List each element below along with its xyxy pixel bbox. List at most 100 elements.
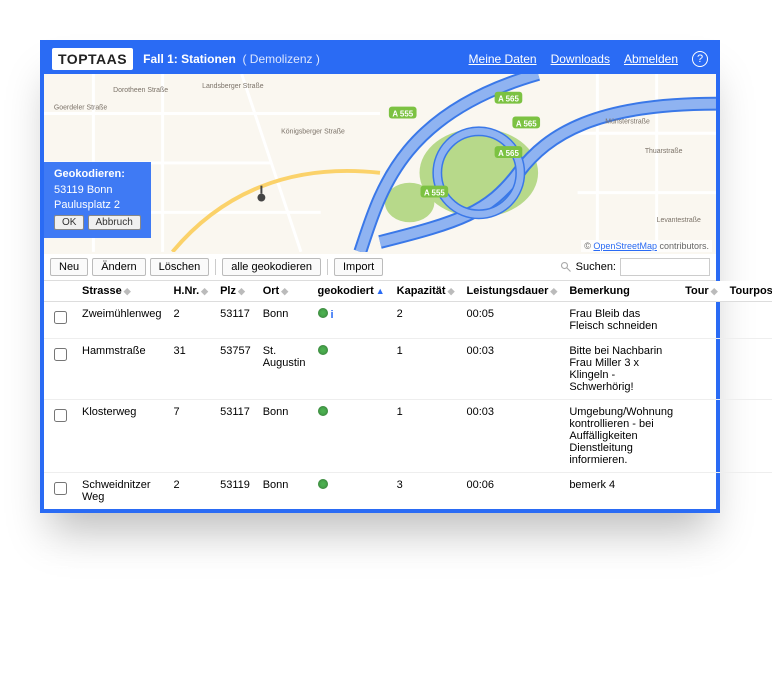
search-input[interactable] <box>620 258 710 276</box>
cell-tour <box>679 473 724 510</box>
map-attribution: © OpenStreetMap contributors. <box>581 240 712 252</box>
cell-tour <box>679 400 724 473</box>
cell-dauer: 00:03 <box>460 339 563 400</box>
col-hnr[interactable]: H.Nr.◆ <box>167 281 214 302</box>
col-bem[interactable]: Bemerkung <box>563 281 679 302</box>
cell-bem: Frau Bleib das Fleisch schneiden <box>563 302 679 339</box>
svg-text:Dorotheen Straße: Dorotheen Straße <box>113 87 168 94</box>
search-icon <box>560 261 572 273</box>
cell-strasse: Zweimühlenweg <box>76 302 167 339</box>
cell-strasse: Klosterweg <box>76 400 167 473</box>
col-tour[interactable]: Tour◆ <box>679 281 724 302</box>
row-checkbox[interactable] <box>54 409 67 422</box>
cell-plz: 53117 <box>214 400 257 473</box>
svg-text:A 555: A 555 <box>392 109 413 118</box>
cell-dauer: 00:03 <box>460 400 563 473</box>
cell-ort: St. Augustin <box>257 339 312 400</box>
geocode-ok-button[interactable]: OK <box>54 215 84 230</box>
import-button[interactable]: Import <box>334 258 383 276</box>
geocode-cancel-button[interactable]: Abbruch <box>88 215 141 230</box>
new-button[interactable]: Neu <box>50 258 88 276</box>
help-icon[interactable]: ? <box>692 51 708 67</box>
cell-bem: Bitte bei Nachbarin Frau Miller 3 x Klin… <box>563 339 679 400</box>
search-label: Suchen: <box>576 261 616 273</box>
geocode-all-button[interactable]: alle geokodieren <box>222 258 321 276</box>
cell-kap: 3 <box>391 473 461 510</box>
cell-hnr: 31 <box>167 339 214 400</box>
cell-kap: 1 <box>391 339 461 400</box>
page-title: Fall 1: Stationen ( Demolizenz ) <box>143 52 320 66</box>
svg-text:Levantestraße: Levantestraße <box>657 217 701 224</box>
edit-button[interactable]: Ändern <box>92 258 145 276</box>
geocode-panel: Geokodieren: 53119 Bonn Paulusplatz 2 OK… <box>44 162 151 238</box>
svg-text:Goerdeler Straße: Goerdeler Straße <box>54 105 108 112</box>
cell-ort: Bonn <box>257 302 312 339</box>
status-dot-icon <box>318 406 328 416</box>
cell-kap: 2 <box>391 302 461 339</box>
geocode-line2: Paulusplatz 2 <box>54 199 141 211</box>
status-dot-icon <box>318 308 328 318</box>
cell-tour <box>679 339 724 400</box>
cell-tourpos <box>724 400 772 473</box>
col-plz[interactable]: Plz◆ <box>214 281 257 302</box>
link-downloads[interactable]: Downloads <box>551 52 610 66</box>
cell-dauer: 00:05 <box>460 302 563 339</box>
geocode-line1: 53119 Bonn <box>54 184 141 196</box>
stations-table: Strasse◆ H.Nr.◆ Plz◆ Ort◆ geokodiert▲ Ka… <box>44 281 772 509</box>
col-dauer[interactable]: Leistungsdauer◆ <box>460 281 563 302</box>
col-ort[interactable]: Ort◆ <box>257 281 312 302</box>
svg-text:A 565: A 565 <box>498 149 519 158</box>
cell-tourpos <box>724 339 772 400</box>
header-bar: TOPTAAS Fall 1: Stationen ( Demolizenz )… <box>44 44 716 74</box>
info-icon: i <box>331 309 334 321</box>
table-row[interactable]: Schweidnitzer Weg253119Bonn300:06bemerk … <box>44 473 772 510</box>
col-geo[interactable]: geokodiert▲ <box>312 281 391 302</box>
table-row[interactable]: Klosterweg753117Bonn 100:03Umgebung/Wohnu… <box>44 400 772 473</box>
link-abmelden[interactable]: Abmelden <box>624 52 678 66</box>
cell-dauer: 00:06 <box>460 473 563 510</box>
cell-bem: Umgebung/Wohnung kontrollieren - bei Auf… <box>563 400 679 473</box>
cell-hnr: 7 <box>167 400 214 473</box>
row-checkbox[interactable] <box>54 482 67 495</box>
cell-ort: Bonn <box>257 400 312 473</box>
cell-plz: 53757 <box>214 339 257 400</box>
cell-ort: Bonn <box>257 473 312 510</box>
svg-text:Königsberger Straße: Königsberger Straße <box>281 128 345 135</box>
svg-text:A 565: A 565 <box>498 95 519 104</box>
map-panel[interactable]: A 555 A 555 A 565 A 565 A 565 Dorotheen … <box>44 74 716 254</box>
logo: TOPTAAS <box>52 48 133 70</box>
table-row[interactable]: Hammstraße3153757St. Augustin 100:03Bitte… <box>44 339 772 400</box>
delete-button[interactable]: Löschen <box>150 258 210 276</box>
cell-tourpos <box>724 473 772 510</box>
col-kap[interactable]: Kapazität◆ <box>391 281 461 302</box>
toolbar: Neu Ändern Löschen alle geokodieren Impo… <box>44 254 716 281</box>
row-checkbox[interactable] <box>54 311 67 324</box>
cell-tourpos <box>724 302 772 339</box>
geocode-heading: Geokodieren: <box>54 168 141 180</box>
cell-geo <box>312 339 391 400</box>
status-dot-icon <box>318 479 328 489</box>
svg-text:Landsberger Straße: Landsberger Straße <box>202 83 264 90</box>
svg-text:A 565: A 565 <box>516 119 537 128</box>
cell-geo: i <box>312 302 391 339</box>
logo-post: AAS <box>96 51 127 67</box>
link-meine-daten[interactable]: Meine Daten <box>469 52 537 66</box>
svg-text:Thuarstraße: Thuarstraße <box>645 148 683 155</box>
cell-geo <box>312 473 391 510</box>
logo-pre: TOPT <box>58 51 96 67</box>
cell-tour <box>679 302 724 339</box>
table-row[interactable]: Zweimühlenweg253117Bonni200:05Frau Bleib… <box>44 302 772 339</box>
cell-geo <box>312 400 391 473</box>
row-checkbox[interactable] <box>54 348 67 361</box>
cell-kap: 1 <box>391 400 461 473</box>
cell-plz: 53119 <box>214 473 257 510</box>
svg-text:A 555: A 555 <box>424 189 445 198</box>
osm-link[interactable]: OpenStreetMap <box>593 241 657 251</box>
cell-strasse: Schweidnitzer Weg <box>76 473 167 510</box>
col-tourpos[interactable]: Tourpos◆ <box>724 281 772 302</box>
col-strasse[interactable]: Strasse◆ <box>76 281 167 302</box>
status-dot-icon <box>318 345 328 355</box>
cell-hnr: 2 <box>167 302 214 339</box>
cell-plz: 53117 <box>214 302 257 339</box>
cell-strasse: Hammstraße <box>76 339 167 400</box>
